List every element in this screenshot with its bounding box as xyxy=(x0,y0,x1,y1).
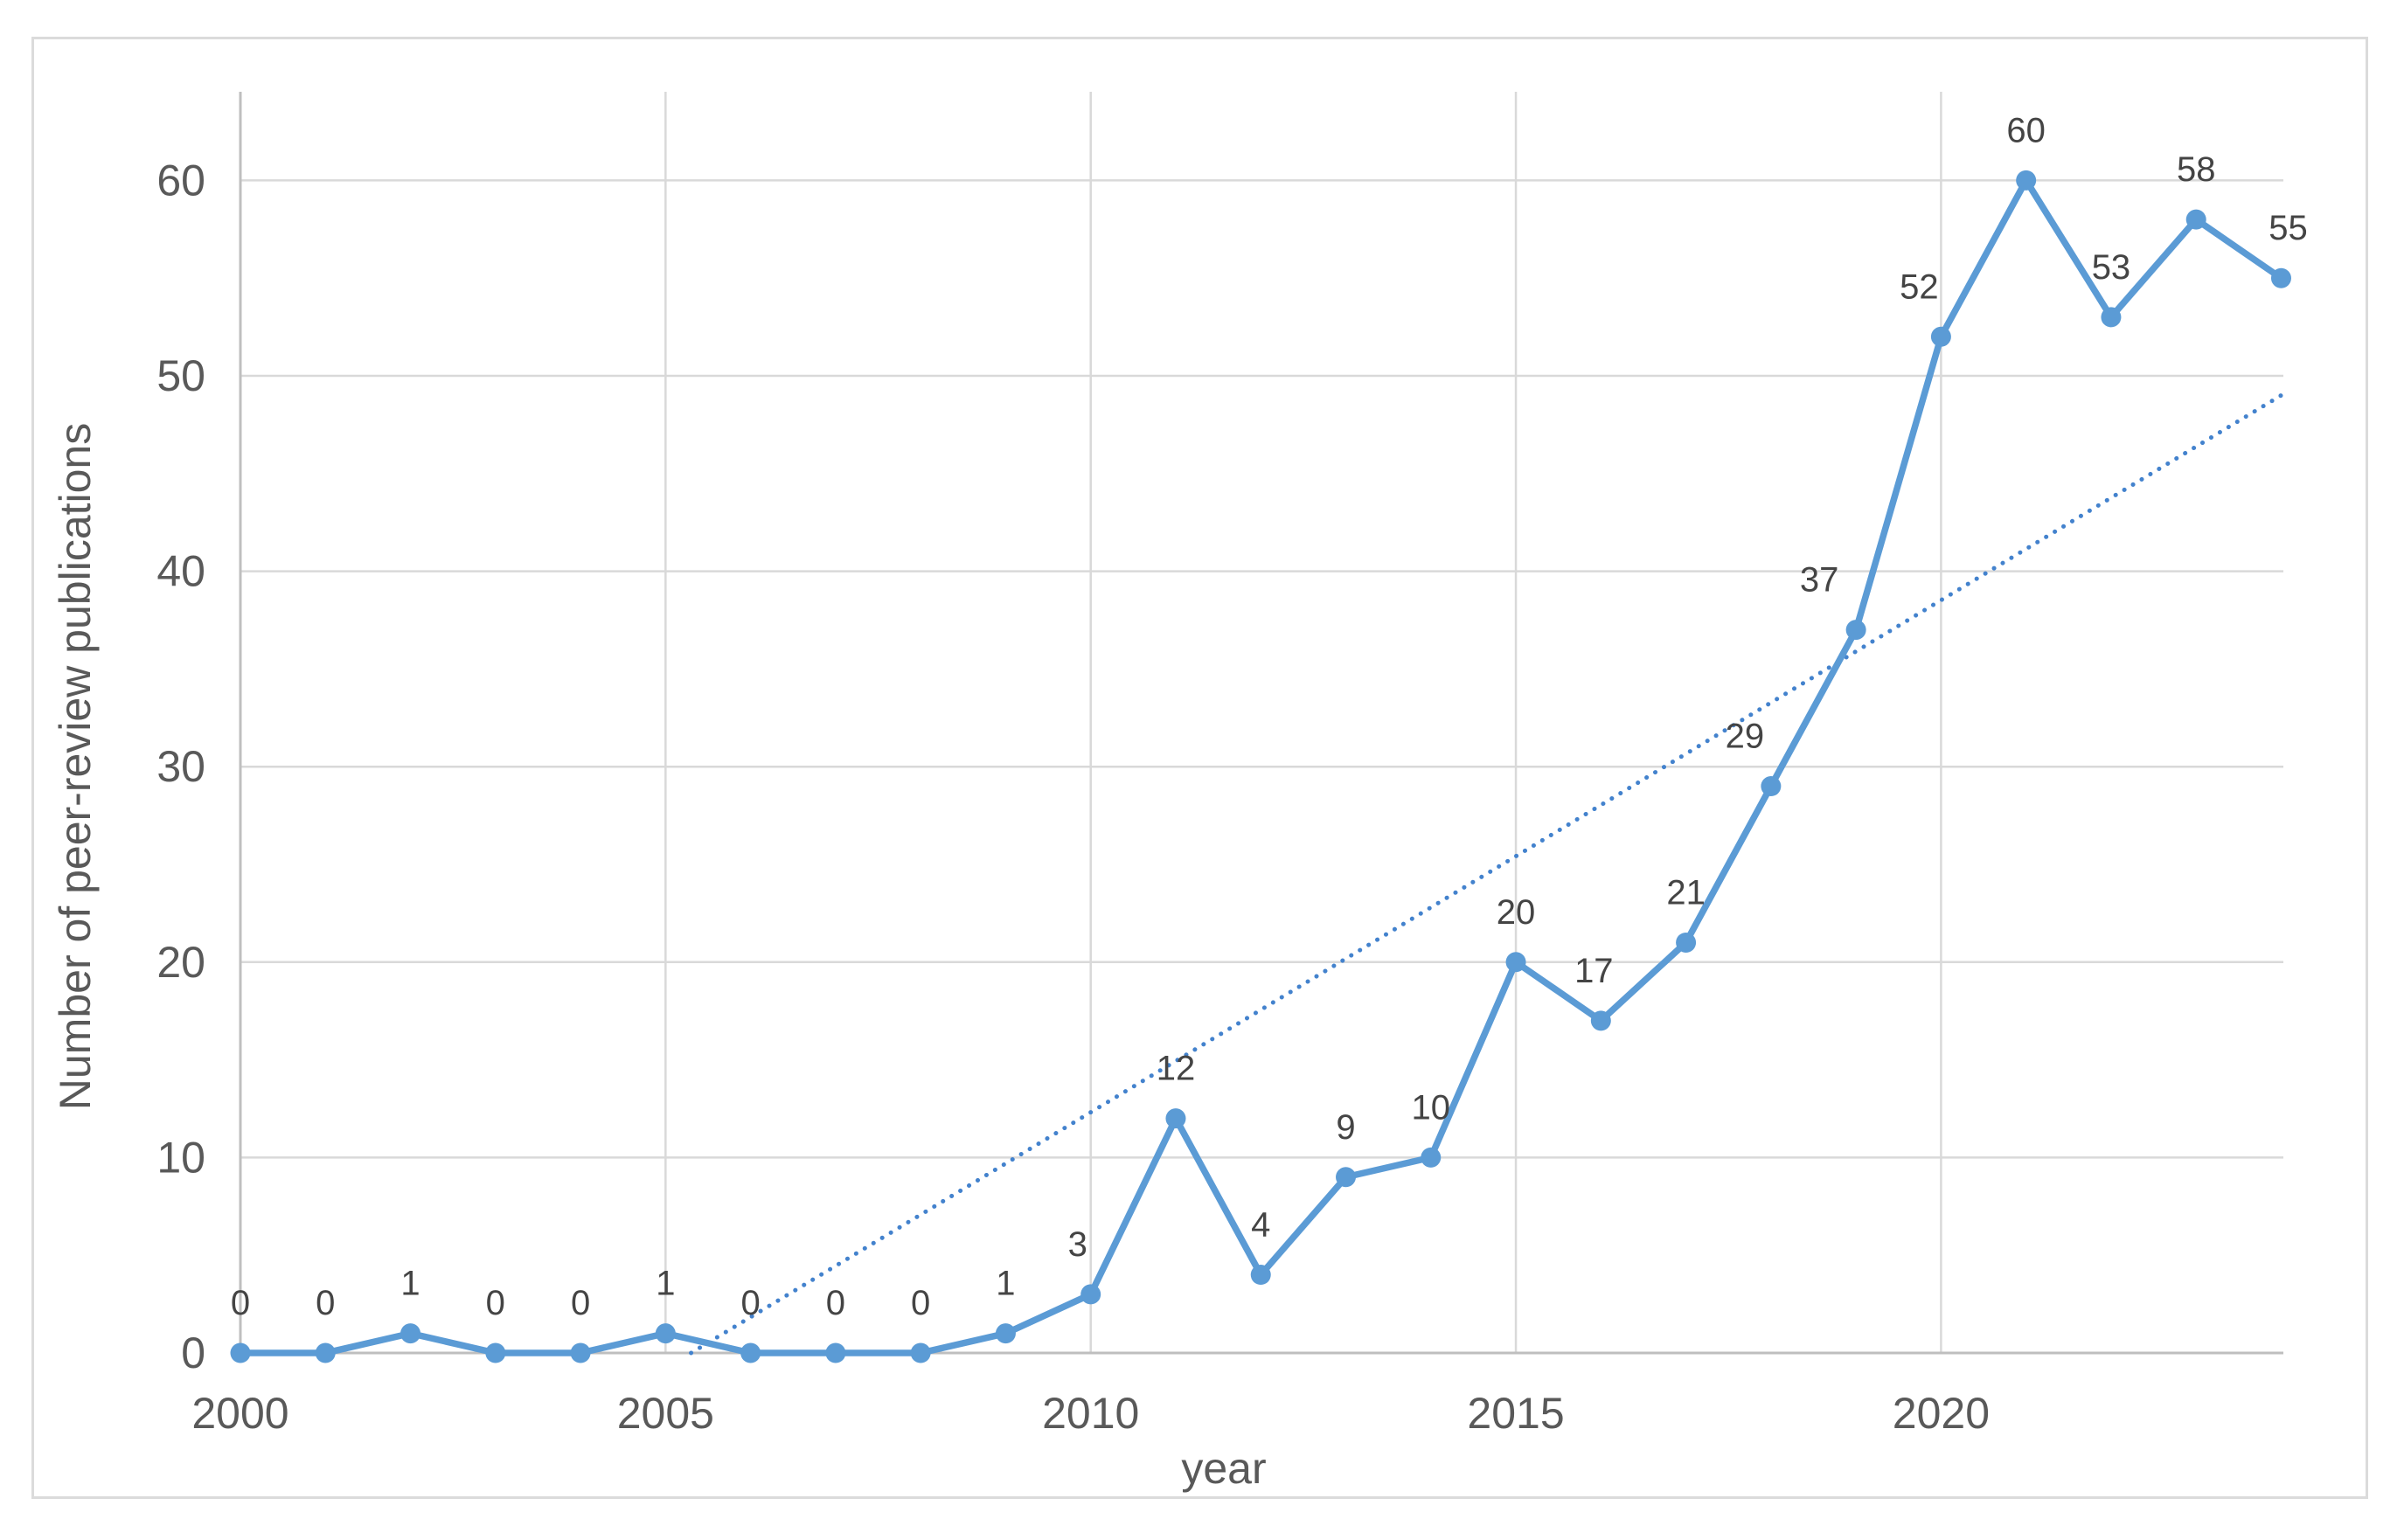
data-point-2000 xyxy=(230,1342,251,1363)
data-point-2022 xyxy=(2101,307,2122,328)
y-tick-label: 0 xyxy=(181,1328,205,1377)
data-point-2006 xyxy=(740,1342,761,1363)
y-tick-label: 60 xyxy=(156,156,205,205)
data-label-2004: 0 xyxy=(571,1284,590,1322)
data-point-2021 xyxy=(2016,170,2037,191)
data-point-2007 xyxy=(825,1342,846,1363)
data-label-2001: 0 xyxy=(316,1284,335,1322)
data-label-2007: 0 xyxy=(826,1284,845,1322)
y-tick-label: 10 xyxy=(156,1133,205,1182)
data-label-2015: 20 xyxy=(1497,893,1536,932)
trendline xyxy=(689,392,2283,1356)
y-tick-label: 30 xyxy=(156,742,205,791)
y-tick-label: 50 xyxy=(156,351,205,400)
data-point-2001 xyxy=(315,1342,336,1363)
x-tick-label: 2000 xyxy=(191,1389,288,1438)
data-label-2000: 0 xyxy=(231,1284,250,1322)
data-point-2009 xyxy=(995,1323,1016,1344)
x-tick-label: 2015 xyxy=(1467,1389,1564,1438)
gridlines xyxy=(240,92,2283,1353)
x-tick-label: 2010 xyxy=(1042,1389,1139,1438)
data-label-2008: 0 xyxy=(911,1284,930,1322)
data-label-2011: 12 xyxy=(1157,1050,1196,1088)
data-label-2022: 53 xyxy=(2092,248,2131,287)
data-label-2021: 60 xyxy=(2006,111,2046,149)
data-point-2004 xyxy=(570,1342,591,1363)
data-point-2023 xyxy=(2185,209,2206,230)
data-point-2018 xyxy=(1761,776,1782,797)
y-axis-title: Number of peer-review publications xyxy=(51,423,100,1110)
data-point-2008 xyxy=(910,1342,931,1363)
data-point-2014 xyxy=(1421,1147,1442,1168)
data-label-2014: 10 xyxy=(1412,1088,1451,1127)
linear-trendline xyxy=(689,392,2283,1356)
data-point-2020 xyxy=(1930,326,1951,347)
data-label-2024: 55 xyxy=(2269,209,2308,247)
data-label-2005: 1 xyxy=(656,1265,675,1303)
data-point-2019 xyxy=(1845,620,1866,641)
data-point-2002 xyxy=(400,1323,421,1344)
data-label-2023: 58 xyxy=(2177,150,2216,189)
y-tick-label: 20 xyxy=(156,938,205,987)
data-label-2016: 17 xyxy=(1574,952,1614,990)
data-point-2013 xyxy=(1336,1167,1357,1188)
data-label-2019: 37 xyxy=(1800,561,1839,600)
data-point-2016 xyxy=(1590,1010,1611,1031)
data-point-2003 xyxy=(485,1342,506,1363)
data-label-2010: 3 xyxy=(1068,1225,1087,1264)
data-label-2012: 4 xyxy=(1251,1206,1270,1245)
data-label-2009: 1 xyxy=(996,1265,1015,1303)
chart-border xyxy=(31,37,2368,1499)
data-point-markers xyxy=(230,170,2291,1363)
data-point-2017 xyxy=(1676,932,1697,953)
data-point-2011 xyxy=(1165,1108,1186,1129)
x-axis-title: year xyxy=(1181,1444,1266,1493)
data-point-2012 xyxy=(1250,1265,1271,1286)
data-label-2020: 52 xyxy=(1900,267,1939,306)
x-tick-label: 2020 xyxy=(1893,1389,1990,1438)
data-point-2005 xyxy=(655,1323,676,1344)
data-label-2018: 29 xyxy=(1726,718,1765,756)
data-point-2024 xyxy=(2270,267,2291,288)
axis-lines xyxy=(239,92,2283,1355)
data-label-2017: 21 xyxy=(1666,873,1706,912)
data-label-2003: 0 xyxy=(486,1284,505,1322)
data-label-2006: 0 xyxy=(740,1284,760,1322)
y-tick-label: 40 xyxy=(156,547,205,596)
data-point-2010 xyxy=(1080,1284,1101,1305)
x-tick-label: 2005 xyxy=(617,1389,714,1438)
data-label-2013: 9 xyxy=(1336,1108,1355,1147)
data-label-2002: 1 xyxy=(400,1265,420,1303)
data-point-2015 xyxy=(1505,952,1526,973)
